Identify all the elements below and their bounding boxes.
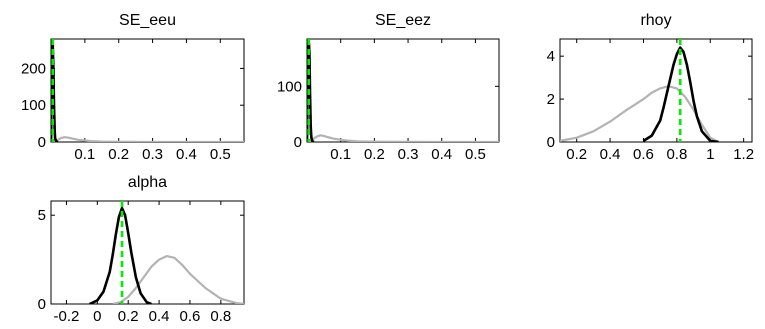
x-tick-label: 0.1 (330, 146, 351, 163)
y-tick-label: 5 (38, 207, 46, 224)
y-tick-label: 100 (21, 97, 46, 114)
x-tick-label: 0.6 (633, 146, 654, 163)
subplot-title: SE_eez (375, 12, 431, 29)
subplot-1: 0.1 0.2 0.3 0.4 0.5 0 100 SE_eez (277, 12, 500, 163)
prior-density-line (112, 255, 244, 304)
x-tick-label: 0.8 (210, 308, 231, 325)
subplot-title: rhoy (640, 12, 671, 29)
subplot-2: 0.2 0.4 0.6 0.8 1 1.2 0 2 4 rhoy (547, 12, 754, 163)
x-tick-label: 0.2 (566, 146, 587, 163)
x-tick-label: 1.2 (733, 146, 754, 163)
x-tick-label: 0.5 (210, 146, 231, 163)
x-tick-label: 0.2 (364, 146, 385, 163)
plot-area (560, 39, 720, 142)
x-tick-label: 0.2 (108, 146, 129, 163)
plot-area (307, 39, 499, 142)
y-tick-label: 0 (38, 296, 46, 313)
y-tick-label: 0 (547, 134, 555, 151)
x-tick-label: 1 (706, 146, 714, 163)
x-tick-label: 0.4 (431, 146, 452, 163)
posterior-density-line (89, 206, 152, 304)
x-tick-label: 0.3 (398, 146, 419, 163)
subplot-title: SE_eeu (119, 12, 176, 29)
x-tick-label: -0.2 (54, 308, 80, 325)
y-tick-label: 4 (547, 48, 555, 65)
x-tick-label: 0.4 (149, 308, 170, 325)
axes-box (50, 200, 245, 305)
x-tick-label: 0.3 (142, 146, 163, 163)
plot-area (89, 201, 244, 304)
axes-box (50, 38, 245, 143)
x-tick-label: 0.2 (118, 308, 139, 325)
y-tick-label: 100 (277, 78, 302, 95)
posterior-density-line (642, 46, 719, 142)
y-tick-label: 200 (21, 60, 46, 77)
y-tick-label: 2 (547, 91, 555, 108)
subplot-3: -0.2 0 0.2 0.4 0.6 0.8 0 5 alpha (38, 174, 245, 325)
x-tick-label: 0 (93, 308, 101, 325)
plot-area (51, 39, 244, 142)
subplot-title: alpha (128, 174, 167, 191)
x-tick-label: 0.8 (666, 146, 687, 163)
x-tick-label: 0.4 (600, 146, 621, 163)
subplot-0: 0.1 0.2 0.3 0.4 0.5 0 100 200 SE_eeu (21, 12, 245, 163)
x-tick-label: 0.6 (180, 308, 201, 325)
x-tick-label: 0.4 (176, 146, 197, 163)
axes-box (306, 38, 500, 143)
y-tick-label: 0 (294, 134, 302, 151)
x-tick-label: 0.5 (465, 146, 486, 163)
x-tick-label: 0.1 (74, 146, 95, 163)
y-tick-label: 0 (38, 134, 46, 151)
